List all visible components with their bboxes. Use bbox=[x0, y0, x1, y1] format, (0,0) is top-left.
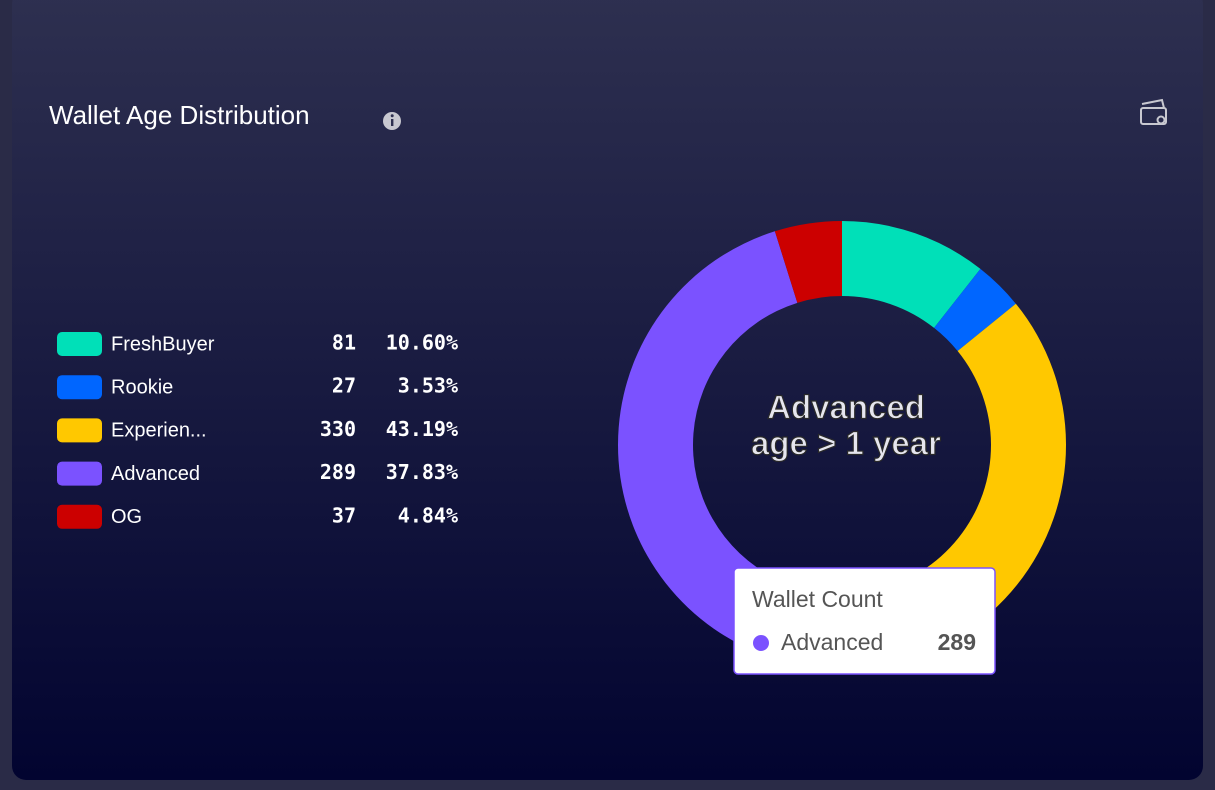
legend-swatch bbox=[57, 332, 102, 356]
legend-swatch bbox=[57, 461, 102, 486]
legend-swatch bbox=[57, 375, 102, 400]
slice bbox=[618, 231, 798, 646]
legend-value: 81 bbox=[332, 331, 356, 355]
legend-value: 27 bbox=[332, 374, 356, 398]
legend-label: OG bbox=[111, 506, 142, 528]
legend-label: Rookie bbox=[111, 376, 173, 398]
legend-label: FreshBuyer bbox=[111, 333, 215, 355]
legend-value: 289 bbox=[320, 460, 356, 484]
slice bbox=[774, 221, 842, 303]
legend-percent: 43.19% bbox=[386, 417, 458, 441]
legend-label: Experien... bbox=[111, 420, 207, 442]
legend-value: 37 bbox=[332, 503, 356, 527]
legend: FreshBuyer 81 10.60% Rookie 27 3.53% Experien.… bbox=[57, 331, 458, 529]
legend-percent: 10.60% bbox=[386, 331, 458, 355]
tooltip-dot bbox=[753, 635, 769, 651]
tooltip-value: 289 bbox=[938, 629, 976, 655]
center-label: age > 1 year bbox=[751, 425, 941, 462]
tooltip-title: Wallet Count bbox=[752, 586, 883, 612]
legend-percent: 37.83% bbox=[386, 460, 458, 484]
tooltip: Wallet Count Advanced 289 bbox=[733, 567, 996, 675]
info-icon[interactable] bbox=[383, 112, 401, 130]
center-label: Advanced bbox=[767, 389, 925, 426]
legend-percent: 4.84% bbox=[398, 503, 458, 527]
legend-percent: 3.53% bbox=[398, 374, 458, 398]
slice bbox=[842, 221, 981, 328]
legend-value: 330 bbox=[320, 417, 356, 441]
legend-swatch bbox=[57, 504, 102, 529]
legend-label: Advanced bbox=[111, 463, 200, 485]
tooltip-name: Advanced bbox=[781, 629, 883, 655]
legend-swatch bbox=[57, 418, 102, 443]
export-icon[interactable] bbox=[1140, 98, 1167, 125]
tooltip-box bbox=[733, 567, 996, 675]
slice bbox=[934, 268, 1016, 352]
chart-title: Wallet Age Distribution bbox=[49, 100, 310, 130]
